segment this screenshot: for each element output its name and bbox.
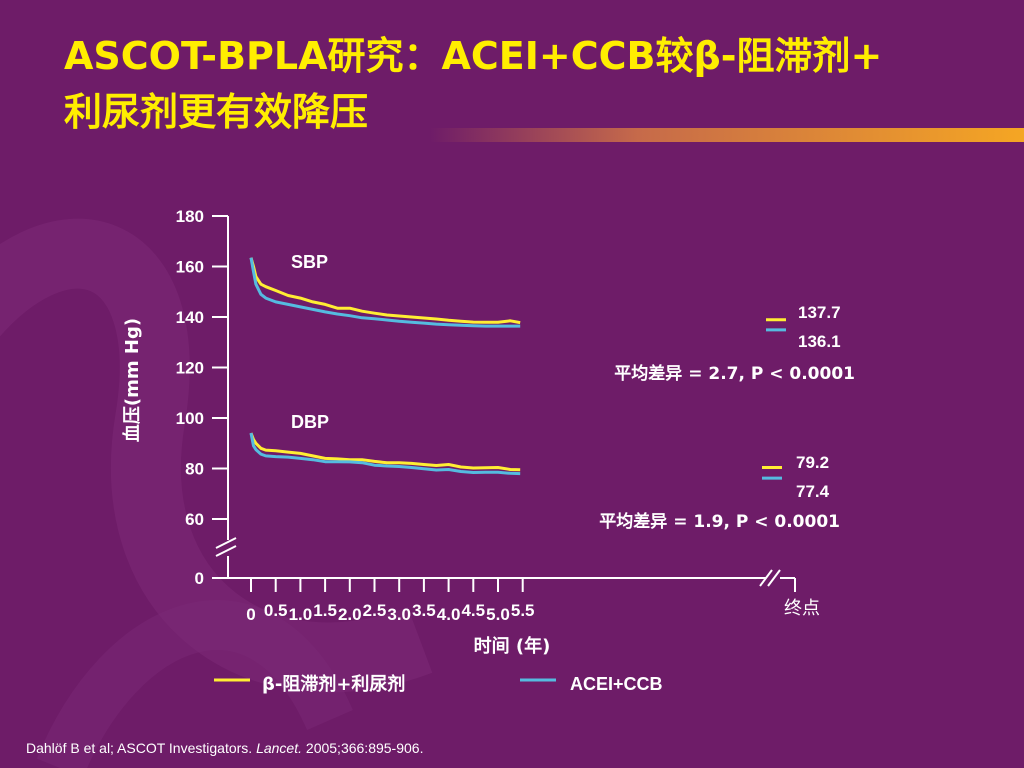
x-tick-label: 1.0 bbox=[289, 605, 313, 624]
legend-label-acei: ACEI+CCB bbox=[570, 674, 663, 694]
dbp-acei-ccb-line bbox=[249, 432, 521, 476]
chart-axes bbox=[212, 215, 796, 592]
y-tick-label: 180 bbox=[176, 207, 204, 226]
x-axis-break-mark bbox=[759, 569, 773, 587]
x-tick-label: 4.5 bbox=[461, 601, 485, 620]
slide-title: ASCOT-BPLA研究：ACEI+CCB较β-阻滞剂+ 利尿剂更有效降压 bbox=[64, 28, 984, 140]
y-tick-label: 160 bbox=[176, 258, 204, 277]
y-axis-break-mark bbox=[215, 537, 237, 549]
title-line-1: ASCOT-BPLA研究：ACEI+CCB较β-阻滞剂+ bbox=[64, 34, 883, 78]
dbp-endpoint-label-acei: 77.4 bbox=[796, 482, 830, 501]
y-tick-label: 100 bbox=[176, 409, 204, 428]
endpoint-markers bbox=[762, 318, 786, 480]
x-tick-labels: 0 0.5 1.0 1.5 2.0 2.5 3.0 3.5 4.0 4.5 5.0 5.5 bbox=[246, 601, 534, 624]
y-axis-label: 血压(mm Hg) bbox=[121, 318, 143, 442]
title-underline-bar bbox=[430, 128, 1024, 142]
x-end-label: 终点 bbox=[784, 598, 820, 619]
dbp-stat-annotation: 平均差异 = 1.9, P < 0.0001 bbox=[599, 511, 840, 532]
y-axis-break-mark bbox=[215, 545, 237, 557]
legend-label-beta: β-阻滞剂+利尿剂 bbox=[262, 673, 405, 695]
x-tick-label: 5.0 bbox=[486, 605, 510, 624]
citation-journal: Lancet. bbox=[256, 740, 303, 756]
sbp-beta-blocker-line bbox=[249, 257, 521, 325]
x-axis-break-mark bbox=[767, 569, 781, 587]
x-tick-label: 3.5 bbox=[412, 601, 436, 620]
sbp-label: SBP bbox=[291, 252, 328, 272]
x-tick-label: 5.5 bbox=[511, 601, 535, 620]
sbp-stat-annotation: 平均差异 = 2.7, P < 0.0001 bbox=[614, 363, 855, 384]
series-group bbox=[249, 257, 521, 476]
y-tick-label: 60 bbox=[185, 510, 204, 529]
x-tick-label: 2.5 bbox=[363, 601, 387, 620]
y-tick-label: 80 bbox=[185, 460, 204, 479]
dbp-beta-blocker-line bbox=[249, 432, 521, 472]
y-tick-label: 140 bbox=[176, 308, 204, 327]
y-tick-label: 0 bbox=[195, 569, 204, 588]
dbp-endpoint-label-beta: 79.2 bbox=[796, 453, 829, 472]
x-tick-label: 1.5 bbox=[313, 601, 337, 620]
citation-authors: Dahlöf B et al; ASCOT Investigators. bbox=[26, 740, 253, 756]
x-axis-label: 时间 (年) bbox=[474, 635, 551, 657]
y-tick-label: 120 bbox=[176, 359, 204, 378]
citation: Dahlöf B et al; ASCOT Investigators. Lan… bbox=[26, 740, 423, 756]
title-line-2: 利尿剂更有效降压 bbox=[64, 90, 369, 134]
x-tick-label: 0 bbox=[246, 605, 255, 624]
x-tick-label: 4.0 bbox=[437, 605, 461, 624]
sbp-endpoint-label-acei: 136.1 bbox=[798, 332, 841, 351]
citation-ref: 2005;366:895-906. bbox=[305, 740, 424, 756]
y-tick-labels: 180 160 140 120 100 80 60 0 bbox=[176, 207, 204, 588]
dbp-label: DBP bbox=[291, 412, 329, 432]
x-tick-label: 2.0 bbox=[338, 605, 362, 624]
x-tick-label: 0.5 bbox=[264, 601, 288, 620]
chart-legend: β-阻滞剂+利尿剂 ACEI+CCB bbox=[214, 673, 663, 695]
sbp-acei-ccb-line bbox=[249, 257, 521, 328]
sbp-endpoint-label-beta: 137.7 bbox=[798, 303, 841, 322]
x-tick-label: 3.0 bbox=[387, 605, 411, 624]
